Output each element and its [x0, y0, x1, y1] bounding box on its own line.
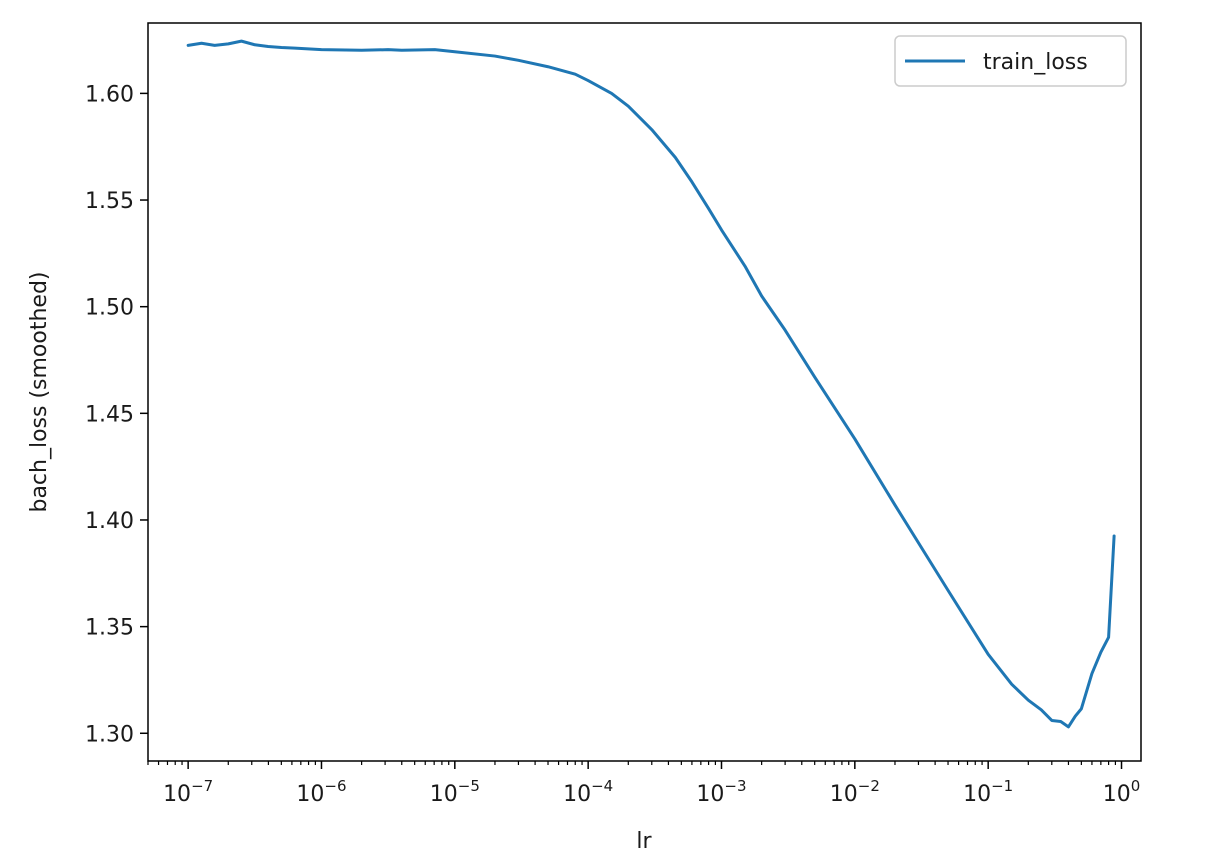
y-tick-label: 1.40: [85, 509, 134, 534]
x-tick-label: 10−6: [296, 777, 346, 807]
y-tick-label: 1.45: [85, 402, 134, 427]
x-tick-label: 10−5: [430, 777, 480, 807]
y-tick-label: 1.60: [85, 82, 134, 107]
plot-area: [186, 39, 1116, 729]
x-axis-label: lr: [636, 829, 652, 854]
plot-frame: [147, 22, 1142, 762]
legend: train_loss: [894, 35, 1127, 87]
legend-label-train-loss: train_loss: [983, 50, 1088, 75]
y-tick-label: 1.55: [85, 189, 134, 214]
y-tick-label: 1.30: [85, 722, 134, 747]
x-axis: 10−7 10−6 10−5 10−4 10−3 10−2 10−1 100: [147, 761, 1141, 807]
x-tick-label: 10−4: [563, 777, 613, 807]
x-tick-label: 10−7: [163, 777, 213, 807]
y-axis: 1.30 1.35 1.40 1.45 1.50 1.55 1.60: [85, 82, 148, 747]
x-tick-label: 100: [1103, 777, 1141, 807]
x-tick-label: 10−2: [830, 777, 880, 807]
y-axis-label: bach_loss (smoothed): [27, 271, 52, 512]
x-tick-label: 10−1: [963, 777, 1013, 807]
y-tick-label: 1.50: [85, 296, 134, 321]
x-tick-label: 10−3: [696, 777, 746, 807]
series-line-train-loss: [186, 39, 1116, 729]
legend-box: [894, 35, 1127, 87]
y-tick-label: 1.35: [85, 616, 134, 641]
